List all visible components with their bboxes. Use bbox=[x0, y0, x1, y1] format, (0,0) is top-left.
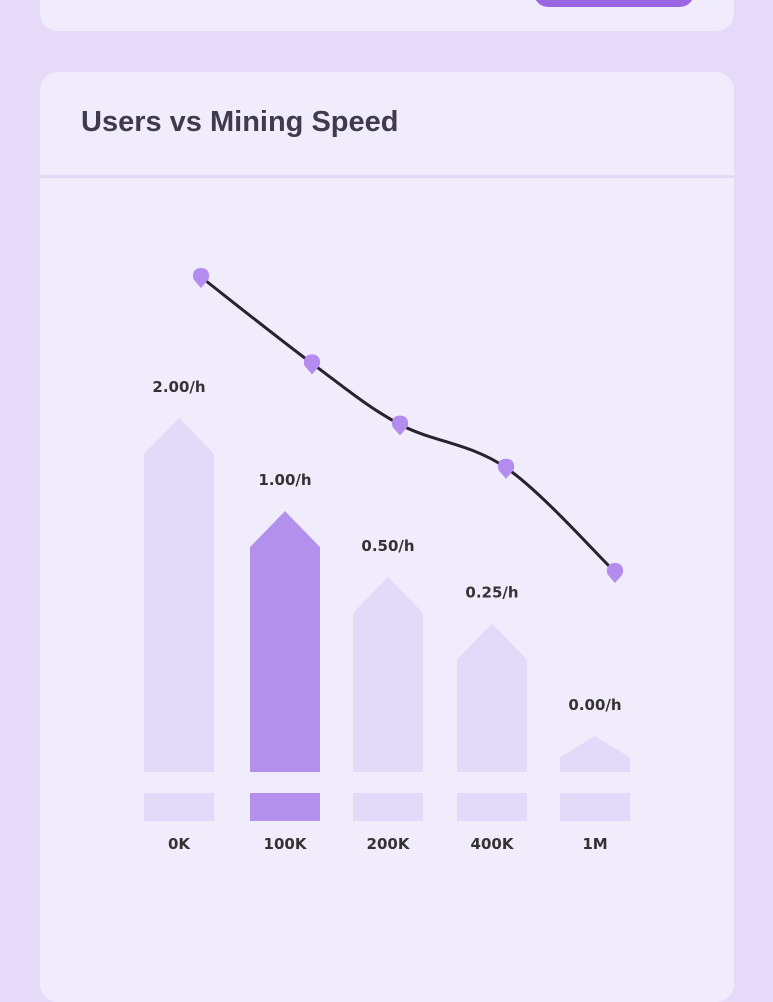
trend-point-0K bbox=[192, 268, 210, 288]
bar-0K bbox=[144, 418, 214, 772]
bar-footer-0K bbox=[144, 793, 214, 821]
bar-200K bbox=[353, 577, 423, 772]
value-label-0K: 2.00/h bbox=[152, 378, 205, 396]
trend-point-1M bbox=[606, 563, 624, 583]
previous-card-button[interactable] bbox=[534, 0, 694, 7]
bar-footer-200K bbox=[353, 793, 423, 821]
chart-card: Users vs Mining Speed 2.00/h 0K 1.00/h 100K… bbox=[40, 72, 734, 1002]
previous-card bbox=[40, 0, 734, 31]
bar-1M bbox=[560, 736, 630, 772]
bar-footer-400K bbox=[457, 793, 527, 821]
value-label-1M: 0.00/h bbox=[568, 696, 621, 714]
category-label-200K: 200K bbox=[367, 835, 411, 853]
value-label-400K: 0.25/h bbox=[465, 584, 518, 602]
chart-title: Users vs Mining Speed bbox=[81, 106, 399, 138]
value-label-200K: 0.50/h bbox=[361, 537, 414, 555]
users-vs-mining-speed-chart: 2.00/h 0K 1.00/h 100K 0.50/h 200K 0.25/h 400K 0.… bbox=[144, 268, 630, 853]
category-label-1M: 1M bbox=[582, 835, 607, 853]
category-label-0K: 0K bbox=[168, 835, 191, 853]
bar-100K bbox=[250, 511, 320, 772]
category-label-400K: 400K bbox=[471, 835, 515, 853]
trend-point-400K bbox=[497, 458, 515, 479]
category-label-100K: 100K bbox=[264, 835, 308, 853]
value-label-100K: 1.00/h bbox=[258, 471, 311, 489]
bar-400K bbox=[457, 623, 527, 772]
bar-footer-1M bbox=[560, 793, 630, 821]
bar-footer-100K bbox=[250, 793, 320, 821]
trend-point-200K bbox=[391, 415, 409, 436]
trend-line bbox=[199, 275, 617, 574]
trend-point-100K bbox=[303, 354, 321, 375]
chart-card-header: Users vs Mining Speed bbox=[40, 72, 734, 178]
